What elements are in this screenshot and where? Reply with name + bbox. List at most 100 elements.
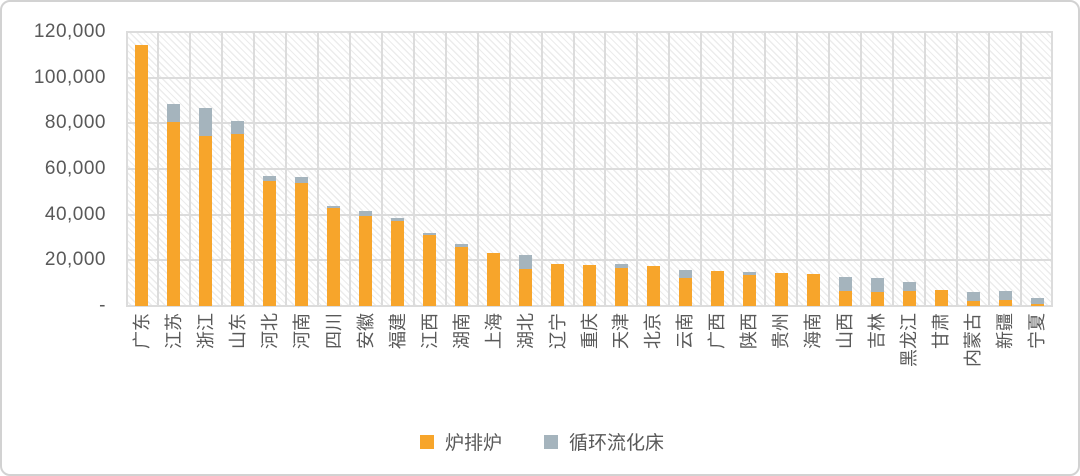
gridline-horizontal [126, 76, 1053, 79]
x-axis-label-text: 宁夏 [1027, 313, 1048, 349]
bar-segment-cfb [614, 263, 628, 268]
bar-安徽 [359, 211, 373, 306]
bar-广西 [710, 271, 724, 306]
x-axis-label-text: 天津 [611, 313, 632, 349]
x-axis-label-text: 上海 [483, 313, 504, 349]
bar-segment-cfb [391, 218, 405, 222]
y-axis-tick-label: 20,000 [44, 249, 106, 271]
x-axis-label-text: 四川 [323, 313, 344, 349]
bar-segment-grate-furnace [870, 292, 884, 306]
y-axis-tick-label: 40,000 [44, 203, 106, 225]
bar-segment-cfb [455, 244, 469, 247]
gridline-vertical [540, 32, 543, 306]
gridline-vertical [348, 32, 351, 306]
bar-内蒙古 [966, 291, 980, 306]
x-axis-label-text: 甘肃 [931, 313, 952, 349]
gridline-vertical [796, 32, 799, 306]
x-axis-label-text: 新疆 [995, 313, 1016, 349]
gridline-vertical [860, 32, 863, 306]
bar-segment-grate-furnace [614, 267, 628, 306]
legend: 炉排炉 循环流化床 [2, 428, 1078, 455]
bar-segment-grate-furnace [1030, 303, 1044, 306]
bar-segment-cfb [359, 211, 373, 217]
bar-segment-grate-furnace [327, 208, 341, 306]
bar-上海 [487, 252, 501, 306]
gridline-vertical [668, 32, 671, 306]
x-axis-label-text: 湖南 [451, 313, 472, 349]
x-axis-label-text: 陕西 [739, 313, 760, 349]
bar-segment-cfb [423, 232, 437, 236]
x-axis-label-text: 黑龙江 [899, 313, 920, 367]
bar-海南 [806, 273, 820, 306]
bar-segment-grate-furnace [455, 246, 469, 306]
y-axis-tick-label: 80,000 [44, 112, 106, 134]
gridline-vertical [444, 32, 447, 306]
bar-segment-grate-furnace [742, 274, 756, 306]
bar-segment-grate-furnace [359, 216, 373, 306]
gridline-vertical [828, 32, 831, 306]
gridline-vertical [220, 32, 223, 306]
bar-segment-cfb [1030, 297, 1044, 304]
bar-segment-cfb [327, 206, 341, 209]
bar-segment-grate-furnace [710, 271, 724, 306]
bar-湖北 [519, 255, 533, 306]
gridline-vertical [476, 32, 479, 306]
bar-天津 [614, 263, 628, 306]
x-axis-label-text: 河南 [291, 313, 312, 349]
y-axis: - 20,000 40,000 60,000 80,000 100,000 120,000 [2, 2, 106, 474]
bar-segment-grate-furnace [199, 135, 213, 306]
y-axis-tick-label: 100,000 [33, 66, 106, 88]
bar-segment-cfb [902, 281, 916, 292]
bar-黑龙江 [902, 281, 916, 306]
gridline-horizontal [126, 168, 1053, 170]
bar-segment-grate-furnace [902, 291, 916, 306]
y-axis-tick-label: 120,000 [33, 21, 106, 42]
legend-swatch-grate-furnace [419, 434, 434, 449]
bar-新疆 [998, 291, 1012, 306]
gridline-vertical [156, 32, 159, 306]
x-axis-label-text: 江西 [419, 313, 440, 349]
bar-segment-cfb [519, 255, 533, 270]
gridline-vertical [126, 32, 128, 306]
bar-segment-cfb [678, 269, 692, 278]
bar-segment-cfb [263, 176, 277, 182]
bar-陕西 [742, 272, 756, 306]
bar-segment-grate-furnace [934, 290, 948, 306]
bar-贵州 [774, 273, 788, 306]
x-axis-label-text: 广东 [131, 313, 152, 349]
gridline-horizontal [126, 259, 1053, 262]
bar-甘肃 [934, 290, 948, 306]
legend-swatch-cfb [544, 434, 558, 449]
gridline-vertical [508, 32, 511, 306]
legend-label-grate-furnace: 炉排炉 [444, 433, 502, 454]
bar-segment-cfb [742, 272, 756, 275]
x-axis-label-text: 吉林 [867, 313, 888, 349]
bar-segment-grate-furnace [583, 265, 596, 306]
bar-河南 [295, 177, 309, 306]
legend-label-cfb: 循环流化床 [569, 433, 665, 454]
gridline-vertical [1051, 32, 1053, 306]
legend-item-cfb: 循环流化床 [544, 428, 664, 455]
x-axis-label-text: 广西 [707, 313, 728, 349]
bar-吉林 [870, 277, 884, 306]
bar-segment-grate-furnace [263, 181, 277, 306]
bar-segment-grate-furnace [295, 182, 309, 306]
x-axis-label-text: 江苏 [163, 313, 184, 349]
bar-segment-cfb [966, 291, 980, 302]
bar-segment-grate-furnace [966, 301, 980, 306]
gridline-horizontal [126, 305, 1053, 307]
bar-segment-cfb [870, 277, 884, 293]
bar-河北 [263, 176, 277, 306]
x-axis: 广东 江苏 浙江 山东 河北 河南 四川 安徽 福建 江西 湖南 上海 湖北 辽宁 重庆 天津 北京 云南 广西 陕西… [126, 313, 1053, 413]
bar-江苏 [167, 103, 181, 306]
x-axis-label-text: 安徽 [355, 313, 376, 349]
gridline-horizontal [126, 122, 1053, 125]
x-axis-label-text: 河北 [259, 313, 280, 349]
gridline-vertical [252, 32, 255, 306]
gridline-vertical [956, 32, 959, 306]
x-axis-label-text: 重庆 [579, 313, 600, 349]
bar-云南 [678, 269, 692, 306]
x-axis-label-text: 湖北 [515, 313, 536, 349]
gridline-vertical [188, 32, 191, 306]
bar-segment-grate-furnace [487, 252, 501, 306]
